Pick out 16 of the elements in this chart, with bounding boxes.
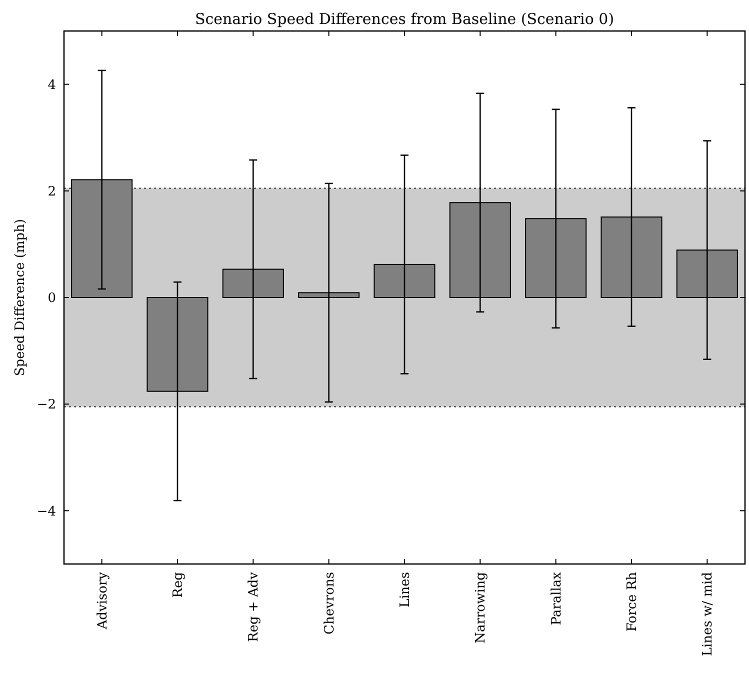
x-tick-label: Parallax [549,571,564,626]
y-tick-label: −2 [36,398,56,413]
chart-title: Scenario Speed Differences from Baseline (Scenario 0) [194,10,614,28]
y-tick-label: 2 [48,184,56,200]
y-tick-label: 4 [48,78,56,93]
y-tick-label: 0 [48,291,56,306]
x-tick-label: Lines w/ mid [700,572,716,656]
x-tick-label: Lines [398,572,414,608]
x-tick-label: Narrowing [474,572,489,644]
x-tick-label: Advisory [95,571,110,630]
y-tick-label: −4 [36,504,56,520]
x-tick-label: Reg [171,572,186,598]
x-tick-label: Chevrons [322,572,338,634]
y-axis-title: Speed Difference (mph) [13,218,28,376]
x-tick-label: Reg + Adv [246,571,262,642]
x-tick-label: Force Rh [625,571,640,632]
